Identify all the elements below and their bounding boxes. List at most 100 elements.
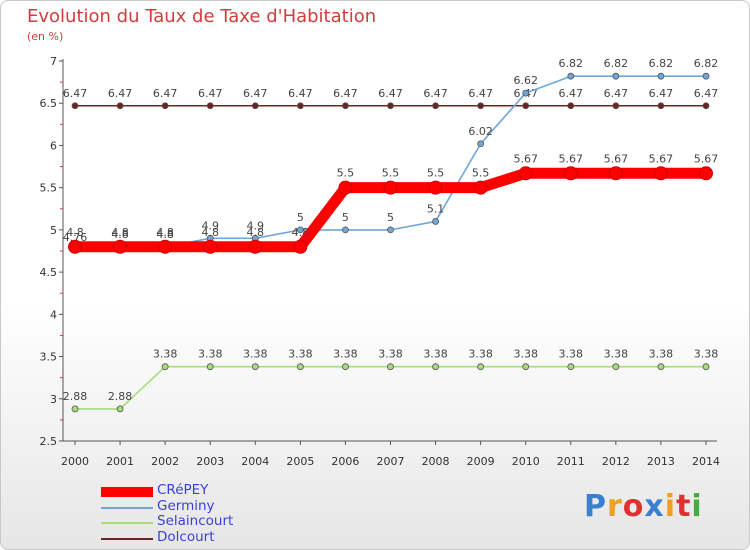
data-label-cr-pey: 5.5 [382, 167, 400, 180]
data-label-dolcourt: 6.47 [108, 87, 133, 100]
data-label-selaincourt: 3.38 [559, 348, 584, 361]
x-tick-label: 2000 [61, 455, 89, 468]
point-cr-pey [699, 166, 713, 181]
data-label-germiny: 4.76 [63, 231, 88, 244]
x-tick-label: 2013 [647, 455, 675, 468]
point-germiny [296, 226, 304, 234]
data-label-germiny: 6.82 [559, 57, 584, 70]
data-label-dolcourt: 6.47 [468, 87, 493, 100]
data-label-dolcourt: 6.47 [153, 87, 178, 100]
y-tick-label: 6 [50, 139, 57, 152]
data-label-cr-pey: 5.67 [694, 152, 719, 165]
data-label-selaincourt: 3.38 [694, 348, 719, 361]
data-label-dolcourt: 6.47 [378, 87, 403, 100]
data-label-cr-pey: 4.8 [111, 226, 129, 239]
data-label-germiny: 4.9 [247, 219, 265, 232]
x-tick-label: 2005 [286, 455, 314, 468]
point-germiny [387, 226, 394, 234]
point-dolcourt [161, 102, 169, 110]
point-dolcourt [342, 102, 349, 110]
y-tick-label: 2.5 [40, 435, 58, 448]
logo-letter: i [664, 489, 677, 524]
logo-letter: o [622, 489, 645, 524]
data-label-cr-pey: 4.8 [201, 226, 219, 239]
logo-letter: P [584, 489, 607, 524]
point-selaincourt [71, 405, 79, 413]
point-dolcourt [702, 102, 710, 110]
point-cr-pey [383, 180, 398, 195]
data-label-germiny: 6.82 [649, 57, 674, 70]
proxiti-logo: Proxiti [584, 489, 703, 524]
data-label-germiny: 6.02 [468, 125, 493, 138]
point-selaincourt [432, 363, 439, 371]
point-dolcourt [567, 102, 575, 110]
data-label-dolcourt: 6.47 [604, 87, 629, 100]
x-tick-label: 2008 [422, 455, 450, 468]
chart-title: Evolution du Taux de Taxe d'Habitation [27, 6, 377, 27]
data-label-dolcourt: 6.47 [559, 87, 584, 100]
y-tick-label: 5 [50, 224, 57, 237]
point-germiny [702, 72, 710, 80]
point-selaincourt [567, 363, 575, 371]
data-label-germiny: 4.8 [156, 228, 174, 241]
data-label-selaincourt: 3.38 [198, 348, 223, 361]
point-dolcourt [522, 102, 530, 110]
point-germiny [477, 140, 485, 148]
legend-swatch [101, 487, 153, 497]
point-dolcourt [477, 102, 485, 110]
y-tick-label: 3 [50, 393, 57, 406]
point-selaincourt [206, 363, 214, 371]
data-label-dolcourt: 6.47 [198, 87, 223, 100]
point-cr-pey [473, 180, 488, 195]
x-tick-label: 2001 [106, 455, 134, 468]
data-label-germiny: 4.8 [111, 228, 129, 241]
y-tick-label: 3.5 [40, 351, 58, 364]
point-germiny [567, 72, 575, 80]
data-label-selaincourt: 3.38 [649, 348, 674, 361]
point-dolcourt [387, 102, 394, 110]
point-selaincourt [522, 363, 530, 371]
y-tick-label: 6.5 [40, 97, 58, 110]
point-dolcourt [71, 102, 79, 110]
point-selaincourt [161, 363, 169, 371]
point-cr-pey [68, 239, 82, 254]
data-label-germiny: 5 [342, 211, 349, 224]
data-label-germiny: 5 [297, 211, 304, 224]
point-germiny [612, 72, 620, 80]
data-label-cr-pey: 4.8 [292, 226, 310, 239]
data-label-selaincourt: 3.38 [423, 348, 448, 361]
y-tick-label: 7 [50, 55, 57, 68]
data-label-dolcourt: 6.47 [243, 87, 268, 100]
data-label-selaincourt: 3.38 [243, 348, 268, 361]
data-label-germiny: 6.62 [513, 74, 538, 87]
data-label-cr-pey: 5.67 [513, 152, 538, 165]
point-selaincourt [477, 363, 485, 371]
x-tick-label: 2006 [331, 455, 359, 468]
data-label-selaincourt: 3.38 [333, 348, 358, 361]
chart-subtitle: (en %) [27, 30, 64, 43]
x-tick-label: 2011 [557, 455, 585, 468]
data-label-germiny: 6.82 [604, 57, 629, 70]
point-germiny [432, 218, 439, 225]
data-label-dolcourt: 6.47 [694, 87, 719, 100]
point-selaincourt [612, 363, 620, 371]
data-label-cr-pey: 5.67 [649, 152, 674, 165]
data-label-selaincourt: 3.38 [153, 348, 178, 361]
data-label-cr-pey: 5.5 [337, 167, 355, 180]
legend-label: Germiny [157, 497, 215, 514]
data-label-cr-pey: 4.8 [156, 226, 174, 239]
x-tick-label: 2010 [512, 455, 540, 468]
data-label-dolcourt: 6.47 [63, 87, 88, 100]
legend-swatch [101, 506, 153, 509]
legend-label: Selaincourt [157, 513, 234, 529]
point-cr-pey [563, 166, 578, 181]
x-tick-label: 2007 [377, 455, 405, 468]
point-cr-pey [203, 239, 218, 254]
x-tick-label: 2002 [151, 455, 179, 468]
point-selaincourt [251, 363, 259, 371]
data-label-cr-pey: 5.5 [472, 167, 490, 180]
logo-letter: x [644, 489, 665, 524]
point-cr-pey [518, 166, 533, 181]
